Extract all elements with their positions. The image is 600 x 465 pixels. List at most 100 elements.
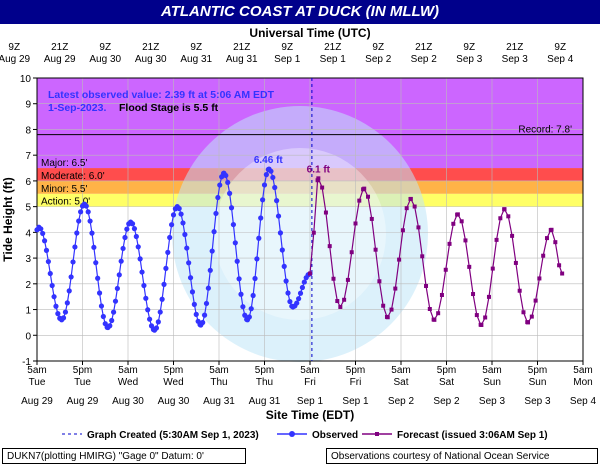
observed-point bbox=[78, 209, 84, 215]
top-tick-label-date: Sep 2 bbox=[365, 54, 392, 65]
observed-point bbox=[53, 303, 59, 309]
observed-point bbox=[176, 205, 182, 212]
top-tick-label-time: 9Z bbox=[8, 42, 20, 53]
top-axis-label: Universal Time (UTC) bbox=[249, 26, 370, 40]
top-tick-label-time: 9Z bbox=[99, 42, 111, 53]
observed-point bbox=[114, 285, 120, 292]
y-tick-label: -1 bbox=[22, 357, 31, 368]
forecast-point bbox=[320, 185, 325, 190]
observed-point bbox=[64, 300, 70, 306]
observed-point bbox=[109, 317, 115, 324]
observed-point bbox=[283, 278, 289, 284]
forecast-point bbox=[459, 219, 464, 224]
bottom-tick-label-date: Aug 30 bbox=[158, 396, 190, 407]
observed-point bbox=[89, 230, 95, 236]
observed-point bbox=[131, 226, 138, 232]
y-tick-label: 10 bbox=[20, 74, 32, 85]
forecast-point bbox=[335, 299, 340, 304]
forecast-point bbox=[455, 212, 460, 217]
forecast-point bbox=[513, 260, 518, 265]
forecast-point bbox=[397, 257, 402, 262]
y-tick-label: 6 bbox=[25, 177, 31, 188]
bottom-tick-label-date: Aug 31 bbox=[203, 396, 235, 407]
observed-point bbox=[285, 290, 291, 296]
forecast-point bbox=[412, 204, 417, 209]
top-tick-label-time: 9Z bbox=[281, 42, 293, 53]
forecast-point bbox=[349, 250, 354, 255]
observed-point bbox=[238, 291, 244, 297]
observed-point bbox=[91, 244, 97, 250]
observed-point bbox=[254, 256, 260, 262]
legend-created-label: Graph Created (5:30AM Sep 1, 2023) bbox=[87, 430, 259, 441]
forecast-point bbox=[366, 194, 371, 199]
forecast-point bbox=[311, 230, 316, 235]
forecast-point bbox=[439, 292, 444, 297]
observed-point bbox=[225, 179, 231, 186]
forecast-point bbox=[353, 221, 358, 226]
observed-point bbox=[107, 323, 113, 329]
forecast-point bbox=[541, 253, 546, 258]
bottom-tick-label-time: 5am bbox=[27, 365, 46, 376]
legend-forecast-marker bbox=[375, 432, 379, 436]
forecast-point bbox=[521, 310, 526, 315]
observed-point bbox=[281, 263, 287, 269]
observed-point bbox=[147, 316, 153, 322]
forecast-point bbox=[385, 315, 390, 320]
observed-point bbox=[261, 182, 268, 188]
observed-point bbox=[66, 288, 72, 294]
observed-point bbox=[95, 275, 101, 281]
threshold-label-major: Major: 6.5' bbox=[41, 158, 87, 169]
forecast-point bbox=[432, 317, 437, 322]
bottom-tick-label-date: Aug 31 bbox=[249, 396, 281, 407]
bottom-tick-label-time: 5pm bbox=[164, 365, 183, 376]
observed-point bbox=[256, 235, 262, 241]
top-tick-label-date: Sep 1 bbox=[274, 54, 301, 65]
forecast-point bbox=[362, 186, 367, 191]
forecast-point bbox=[373, 247, 378, 252]
observed-point bbox=[213, 210, 219, 217]
observed-point bbox=[203, 300, 210, 307]
observed-point bbox=[272, 184, 278, 191]
observed-point bbox=[260, 197, 266, 203]
observed-point bbox=[72, 244, 78, 250]
forecast-point bbox=[327, 244, 332, 249]
observed-point bbox=[246, 314, 252, 320]
observed-point bbox=[275, 213, 282, 219]
forecast-point bbox=[471, 292, 476, 297]
bottom-tick-label-day: Mon bbox=[573, 377, 592, 388]
threshold-label-minor: Minor: 5.5' bbox=[41, 184, 87, 195]
observed-point bbox=[167, 234, 173, 241]
observed-point bbox=[230, 221, 237, 228]
observed-point bbox=[43, 247, 50, 253]
observed-point bbox=[215, 194, 221, 201]
forecast-point bbox=[416, 225, 421, 230]
observed-point bbox=[193, 311, 199, 317]
observed-point bbox=[296, 296, 302, 302]
observed-point bbox=[248, 306, 254, 312]
observed-point bbox=[143, 295, 149, 301]
observed-point bbox=[211, 229, 217, 235]
observed-point bbox=[207, 267, 213, 273]
forecast-point bbox=[357, 198, 362, 203]
top-tick-label-date: Aug 31 bbox=[180, 54, 212, 65]
bottom-tick-label-time: 5pm bbox=[437, 365, 456, 376]
observed-point bbox=[228, 205, 235, 211]
observed-point bbox=[139, 269, 145, 275]
noaa-seal-watermark bbox=[172, 106, 428, 362]
observed-point bbox=[76, 218, 82, 224]
bottom-tick-label-time: 5am bbox=[300, 365, 319, 376]
bottom-tick-label-day: Sat bbox=[439, 377, 454, 388]
y-tick-label: 9 bbox=[25, 100, 31, 111]
y-tick-label: 4 bbox=[25, 228, 31, 239]
top-tick-label-time: 21Z bbox=[506, 42, 523, 53]
bottom-tick-label-day: Sun bbox=[529, 377, 547, 388]
bottom-tick-label-date: Aug 30 bbox=[112, 396, 144, 407]
y-tick-label: 8 bbox=[25, 125, 31, 136]
observed-point bbox=[178, 211, 184, 217]
forecast-series-line bbox=[309, 176, 563, 326]
info-flood-stage: Flood Stage is 5.5 ft bbox=[119, 102, 219, 114]
legend-observed-marker bbox=[289, 431, 295, 437]
observed-point bbox=[209, 248, 215, 254]
observed-point bbox=[223, 172, 229, 179]
observed-point bbox=[122, 234, 128, 241]
